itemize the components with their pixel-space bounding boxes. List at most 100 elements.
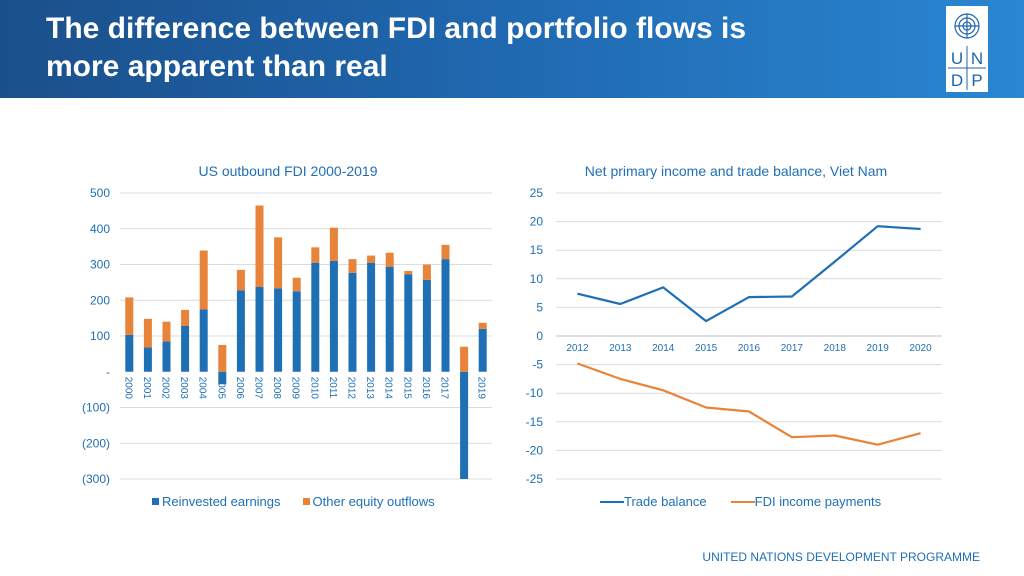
x-tick-label: 2008 (271, 377, 282, 400)
legend-label-fdi-income: FDI income payments (754, 494, 882, 509)
y-tick-label: 5 (536, 300, 543, 314)
vietnam-chart-title: Net primary income and trade balance, Vi… (584, 163, 888, 179)
x-tick-label: 2013 (364, 377, 375, 400)
y-tick-label: -5 (532, 358, 543, 372)
x-tick-label: 2018 (824, 343, 847, 354)
y-tick-label: 300 (90, 258, 110, 272)
page-title: The difference between FDI and portfolio… (46, 10, 886, 86)
y-tick-label: (100) (82, 401, 110, 415)
x-tick-label: 2012 (346, 377, 357, 400)
y-tick-label: 15 (530, 243, 544, 257)
x-tick-label: 2000 (122, 377, 133, 400)
bar-other-equity-outflows (162, 321, 171, 342)
fdi-income-payments-line (577, 362, 921, 446)
x-tick-label: 2019 (476, 377, 487, 400)
fdi-chart-title: US outbound FDI 2000-2019 (198, 163, 378, 179)
bar-other-equity-outflows (385, 252, 394, 268)
bar-other-equity-outflows (460, 346, 469, 372)
x-tick-label: 2019 (867, 343, 890, 354)
legend-label-trade-balance: Trade balance (624, 494, 707, 509)
y-tick-label: - (106, 365, 110, 379)
x-tick-label: 2016 (738, 343, 761, 354)
x-tick-label: 2015 (401, 377, 412, 400)
y-tick-label: -25 (526, 472, 544, 486)
x-tick-label: 2013 (609, 343, 632, 354)
x-tick-label: 2009 (290, 377, 301, 400)
logo-letter-p: P (971, 71, 982, 90)
footer-org-name: UNITED NATIONS DEVELOPMENT PROGRAMME (702, 550, 980, 564)
y-tick-label: 500 (90, 186, 110, 200)
bar-reinvested-earnings (478, 328, 487, 372)
x-tick-label: 2004 (197, 377, 208, 400)
bar-reinvested-earnings (329, 260, 338, 372)
bar-other-equity-outflows (292, 277, 301, 292)
logo-letter-n: N (971, 49, 983, 68)
legend-label-reinvested: Reinvested earnings (162, 494, 281, 509)
x-tick-label: 2014 (383, 377, 394, 400)
y-tick-label: 20 (530, 215, 544, 229)
bar-other-equity-outflows (218, 344, 227, 372)
bar-reinvested-earnings (274, 288, 283, 372)
bar-other-equity-outflows (367, 255, 376, 263)
x-tick-label: 2018 (457, 377, 468, 400)
x-tick-label: 2002 (160, 377, 171, 400)
bar-other-equity-outflows (348, 259, 357, 273)
x-tick-label: 2017 (439, 377, 450, 400)
logo-letter-u: U (951, 49, 963, 68)
bar-other-equity-outflows (274, 237, 283, 289)
bar-reinvested-earnings (162, 341, 171, 372)
legend-label-other-equity: Other equity outflows (312, 494, 435, 509)
bar-other-equity-outflows (125, 297, 134, 335)
bar-reinvested-earnings (236, 290, 245, 372)
y-tick-label: 200 (90, 293, 110, 307)
x-tick-label: 2011 (327, 377, 338, 399)
bar-reinvested-earnings (367, 262, 376, 372)
bar-other-equity-outflows (236, 269, 245, 291)
bar-other-equity-outflows (255, 205, 264, 288)
bar-reinvested-earnings (125, 334, 134, 372)
x-tick-label: 2003 (178, 377, 189, 400)
undp-logo: U N D P (946, 6, 988, 92)
bar-reinvested-earnings (441, 259, 450, 372)
y-tick-label: 10 (530, 272, 544, 286)
bar-reinvested-earnings (143, 347, 152, 372)
bar-other-equity-outflows (181, 309, 190, 326)
x-tick-label: 2005 (215, 377, 226, 400)
x-tick-label: 2006 (234, 377, 245, 400)
x-tick-label: 2014 (652, 343, 675, 354)
bar-reinvested-earnings (348, 272, 357, 372)
page-title-line-1: The difference between FDI and portfolio… (46, 12, 747, 45)
y-tick-label: (300) (82, 472, 110, 486)
title-banner: The difference between FDI and portfolio… (0, 0, 1024, 98)
x-tick-label: 2001 (141, 377, 152, 400)
trade-balance-line (577, 225, 921, 323)
legend-swatch-reinvested (152, 498, 159, 505)
bar-reinvested-earnings (255, 287, 264, 372)
x-tick-label: 2015 (695, 343, 718, 354)
bar-other-equity-outflows (143, 318, 152, 348)
bar-other-equity-outflows (441, 244, 450, 260)
legend-line-fdi-income (730, 500, 755, 503)
y-tick-label: -15 (526, 415, 544, 429)
y-tick-label: (200) (82, 436, 110, 450)
y-tick-label: 400 (90, 222, 110, 236)
legend-swatch-other-equity (302, 498, 310, 505)
bar-reinvested-earnings (199, 309, 208, 372)
x-tick-label: 2020 (909, 343, 932, 354)
y-tick-label: 0 (536, 329, 543, 343)
y-tick-label: 25 (530, 186, 544, 200)
x-tick-label: 2012 (566, 343, 589, 354)
bar-reinvested-earnings (385, 267, 394, 372)
bar-reinvested-earnings (311, 262, 320, 372)
legend-line-trade-balance (600, 500, 624, 503)
vietnam-chart-legend: Trade balance FDI income payments (600, 494, 881, 509)
bar-other-equity-outflows (404, 270, 413, 275)
bar-reinvested-earnings (460, 371, 469, 479)
x-tick-label: 2010 (308, 377, 319, 400)
bar-reinvested-earnings (292, 291, 301, 372)
y-tick-label: 100 (90, 329, 110, 343)
bar-other-equity-outflows (422, 264, 431, 280)
bar-other-equity-outflows (329, 227, 338, 261)
bar-reinvested-earnings (422, 279, 431, 372)
x-tick-label: 2016 (420, 377, 431, 400)
